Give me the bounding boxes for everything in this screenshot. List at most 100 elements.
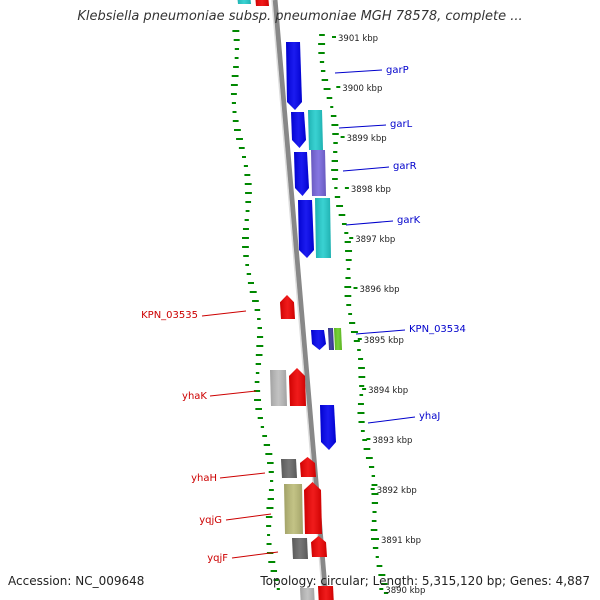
cog-garL-shade	[308, 110, 323, 150]
tick-label: 3894 kbp	[368, 386, 408, 396]
gene-garR-shade	[294, 152, 309, 196]
gc-dot	[341, 223, 347, 225]
gc-dot	[360, 430, 365, 432]
gc-dot	[257, 327, 262, 329]
tick-label: 3900 kbp	[342, 84, 382, 94]
gc-dot	[344, 241, 351, 243]
tick-label: 3891 kbp	[381, 536, 421, 546]
gc-dot	[255, 354, 263, 356]
gc-dot	[260, 426, 265, 428]
gc-dot	[331, 124, 339, 126]
gc-dot	[362, 439, 368, 441]
gc-dot	[346, 268, 351, 270]
gc-dot	[330, 106, 334, 108]
gc-dot	[318, 43, 326, 45]
gene-labels: garP garL garR garK KPN_03534 yhaJ KPN_03535yh…	[141, 65, 466, 564]
gene-label-KPN_03534: KPN_03534	[409, 324, 466, 335]
map-title: Klebsiella pneumoniae subsp. pneumoniae …	[77, 9, 523, 24]
gc-dot	[318, 52, 325, 54]
gc-dot	[268, 489, 274, 491]
gc-dot	[332, 178, 338, 180]
leader-line-yqjF	[231, 551, 279, 559]
leader-line-yqjG	[225, 513, 272, 521]
gc-dot	[255, 363, 262, 365]
gc-dot	[375, 556, 379, 558]
leader-line-yhaJ	[367, 416, 416, 424]
gc-dot	[242, 237, 249, 239]
gc-dot	[333, 151, 338, 153]
gene-KPN_03535-shade	[280, 295, 295, 319]
gc-dot	[230, 93, 237, 95]
gc-dot	[245, 210, 250, 212]
gc-dot	[372, 547, 379, 549]
gc-dot	[232, 30, 240, 32]
gc-dot	[371, 538, 378, 540]
gc-dot	[321, 79, 329, 81]
gc-dot	[232, 120, 239, 122]
gc-dot	[255, 372, 260, 374]
gc-dot	[256, 345, 264, 347]
gc-dot	[242, 246, 249, 248]
gc-dot	[257, 417, 263, 419]
gc-dot	[358, 376, 366, 378]
cog-yqjG-shade	[284, 484, 303, 534]
gc-dot	[242, 156, 246, 158]
gc-dot	[256, 336, 264, 338]
topology-text: Topology: circular; Length: 5,315,120 bp…	[260, 574, 590, 588]
gc-dot	[334, 187, 338, 189]
gc-dot	[266, 525, 272, 527]
gc-dot	[231, 102, 236, 104]
gc-dot	[331, 160, 339, 162]
gene-yhaH-shade	[300, 457, 316, 477]
tick-label: 3896 kbp	[360, 285, 400, 295]
tick-label: 3892 kbp	[377, 486, 417, 496]
gc-dot	[244, 174, 251, 176]
gc-dot	[247, 282, 254, 284]
gc-dot	[357, 349, 361, 351]
tick-label: 3897 kbp	[355, 235, 395, 245]
cog-yhaH-shade	[281, 459, 297, 478]
gc-dot	[345, 250, 353, 252]
gc-dot	[230, 84, 238, 86]
gc-dot	[236, 138, 243, 140]
gene-label-yhaK: yhaK	[182, 391, 207, 402]
gc-dot	[249, 291, 257, 293]
gc-dot	[245, 192, 252, 194]
gc-dot	[245, 201, 252, 203]
cog-KPN_03534-a-shade	[328, 328, 334, 350]
gc-dot	[270, 570, 278, 572]
tick-label: 3890 kbp	[385, 586, 425, 596]
gene-offscreen-top-shade	[255, 0, 269, 6]
gc-dot	[252, 300, 259, 302]
gc-dot	[358, 367, 365, 369]
gc-dot	[244, 219, 249, 221]
tick-label: 3893 kbp	[372, 436, 412, 446]
leader-line-KPN_03535	[201, 310, 247, 317]
gc-dot	[376, 565, 383, 567]
gc-dot	[370, 529, 378, 531]
gc-dot	[234, 48, 240, 50]
cog-offscreen-bottom-shade	[300, 588, 315, 600]
gc-dot	[245, 264, 250, 266]
gc-dot	[363, 448, 371, 450]
gc-dot	[319, 61, 325, 63]
gc-dot	[232, 111, 237, 113]
gene-yhaK-shade	[289, 368, 306, 406]
gene-label-garP: garP	[386, 65, 409, 76]
gc-dot	[231, 75, 239, 77]
gc-dot	[357, 412, 365, 414]
gc-dot	[266, 543, 272, 545]
gc-dot	[358, 358, 364, 360]
gc-dot	[371, 475, 376, 477]
gc-dot	[255, 408, 262, 410]
gc-dot	[243, 165, 248, 167]
gc-dot	[365, 457, 373, 459]
gc-dot	[265, 453, 273, 455]
leader-line-garL	[338, 124, 387, 129]
gc-dot	[233, 66, 239, 68]
gc-dot	[244, 183, 252, 185]
gene-yqjG-shade	[304, 482, 322, 534]
gc-dot	[336, 205, 344, 207]
cog-yqjF-shade	[292, 538, 308, 559]
cog-yhaK-shade	[270, 370, 287, 406]
